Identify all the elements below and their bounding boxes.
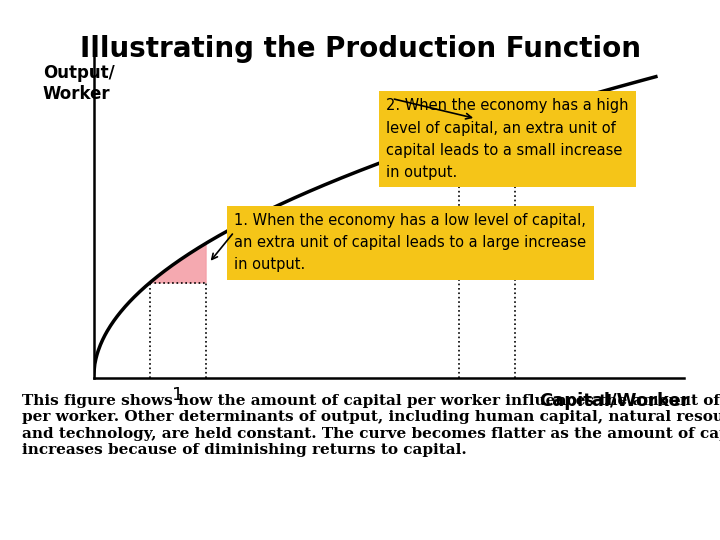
- Text: 2. When the economy has a high
level of capital, an extra unit of
capital leads : 2. When the economy has a high level of …: [386, 98, 629, 180]
- Text: 1. When the economy has a low level of capital,
an extra unit of capital leads t: 1. When the economy has a low level of c…: [234, 213, 586, 272]
- Text: 1: 1: [172, 386, 184, 404]
- Text: Output/
Worker: Output/ Worker: [43, 64, 114, 103]
- Polygon shape: [150, 243, 206, 283]
- Text: 1: 1: [470, 140, 482, 158]
- Text: Capital/Worker: Capital/Worker: [539, 392, 690, 410]
- Polygon shape: [459, 117, 516, 135]
- Text: This figure shows how the amount of capital per worker influences the amount of : This figure shows how the amount of capi…: [22, 394, 720, 457]
- Text: Illustrating the Production Function: Illustrating the Production Function: [79, 35, 641, 63]
